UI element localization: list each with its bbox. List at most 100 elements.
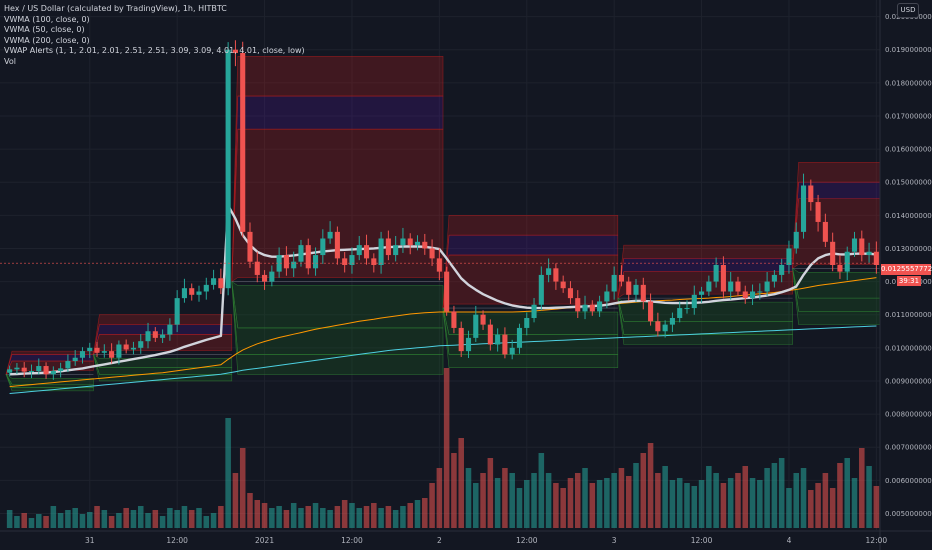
volume-bar: [225, 418, 231, 528]
candle-body: [830, 241, 836, 265]
candle-body: [363, 245, 370, 259]
candle-body: [174, 298, 180, 325]
candle-body: [604, 291, 610, 302]
currency-button[interactable]: USD: [897, 3, 919, 18]
candle-body: [116, 344, 122, 358]
volume-bar: [247, 493, 253, 528]
volume-bar: [305, 506, 312, 528]
time-axis[interactable]: 31 12:00 2021 12:00 2 12:00 3 12:00 4 12:00: [0, 530, 932, 545]
volume-bar: [94, 506, 100, 528]
volume-bar: [269, 508, 275, 528]
x-tick-label: 12:00: [691, 536, 713, 545]
volume-bar: [764, 468, 770, 528]
price-axis[interactable]: 0.020000000000.019000000000.018000000000…: [879, 0, 932, 550]
volume-bar: [261, 503, 268, 528]
candle-body: [87, 347, 93, 352]
candle-body: [262, 274, 268, 282]
volume-bar: [422, 498, 428, 528]
volume-bar: [815, 483, 821, 528]
legend-vwma100: VWMA (100, close, 0): [4, 14, 90, 24]
volume-bar: [371, 503, 377, 528]
volume-bar: [28, 518, 35, 528]
candle-body: [444, 271, 450, 312]
candle-body: [160, 334, 166, 338]
candle-body: [633, 284, 639, 295]
volume-bar: [727, 478, 734, 528]
candle-body: [495, 334, 501, 345]
candle-body: [254, 261, 260, 275]
vwma200-line: [9, 325, 877, 394]
volume-bar: [866, 466, 872, 528]
vwap-lower-band: [93, 354, 233, 382]
volume-bar: [65, 510, 71, 528]
candle-body: [720, 265, 726, 292]
volume-bar: [582, 468, 588, 528]
candle-body: [771, 274, 777, 282]
volume-bar: [385, 506, 392, 528]
volume-bar: [86, 512, 93, 528]
volume-bar: [239, 448, 246, 528]
candle-body: [786, 248, 792, 265]
volume-bar: [232, 473, 239, 528]
candle-body: [276, 255, 282, 272]
volume-bar: [14, 516, 20, 528]
volume-bar: [6, 510, 13, 528]
candle-body: [21, 367, 27, 372]
candle-body: [422, 241, 428, 249]
vwma100-line: [9, 277, 877, 388]
candle-body: [844, 251, 850, 272]
volume-bar: [363, 506, 370, 528]
volume-bar: [655, 473, 661, 528]
candle-body: [43, 366, 49, 375]
volume-bar: [589, 483, 596, 528]
volume-bar: [531, 473, 537, 528]
y-tick-label: 0.01600000000: [885, 146, 932, 154]
volume-bar: [844, 458, 850, 528]
candle-body: [349, 255, 355, 265]
y-tick-label: 0.01300000000: [885, 245, 932, 253]
candle-body: [269, 271, 275, 282]
candle-body: [735, 281, 741, 292]
candle-body: [779, 265, 785, 275]
candle-body: [662, 324, 668, 332]
vwma50-line: [9, 204, 877, 376]
vwap-lower-band: [231, 281, 444, 375]
volume-bar: [21, 513, 27, 528]
candle-body: [196, 291, 202, 295]
candle-body: [458, 327, 464, 352]
y-tick-label: 0.01000000000: [885, 344, 932, 352]
volume-bar: [290, 503, 297, 528]
volume-bar: [196, 508, 202, 528]
volume-bar: [706, 466, 712, 528]
volume-bar: [516, 488, 523, 528]
volume-bar: [742, 466, 749, 528]
volume-bar: [487, 458, 494, 528]
candle-body: [859, 238, 865, 256]
moving-averages: [9, 204, 877, 394]
legend-vwap-alerts: VWAP Alerts (1, 1, 2.01, 2.01, 2.51, 2.5…: [4, 46, 305, 55]
volume-bar: [480, 473, 486, 528]
candle-body: [808, 185, 814, 203]
volume-bar: [596, 480, 603, 528]
y-tick-label: 0.01500000000: [885, 179, 932, 187]
candle-body: [451, 311, 457, 328]
volume-bar: [79, 514, 86, 528]
volume-bar: [713, 473, 719, 528]
volume-bar: [647, 443, 654, 528]
candle-body: [589, 304, 595, 312]
candle-body: [560, 281, 566, 289]
volume-bar: [625, 476, 632, 528]
candle-body: [79, 351, 86, 358]
volume-bar: [611, 473, 617, 528]
volume-bar: [116, 513, 122, 528]
y-tick-label: 0.01700000000: [885, 112, 932, 120]
volume-bar: [567, 478, 574, 528]
y-tick-label: 0.01400000000: [885, 212, 932, 220]
legend-title: Hex / US Dollar (calculated by TradingVi…: [4, 4, 227, 13]
candle-body: [516, 327, 523, 348]
candle-body: [327, 231, 333, 239]
candle-body: [677, 308, 683, 318]
volume-bar: [662, 466, 668, 528]
y-tick-label: 0.00500000000: [885, 510, 932, 518]
